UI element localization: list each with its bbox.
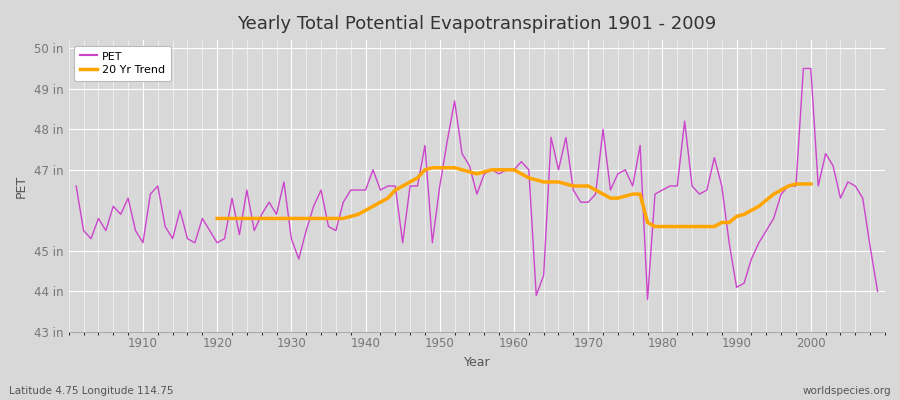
Text: worldspecies.org: worldspecies.org <box>803 386 891 396</box>
Legend: PET, 20 Yr Trend: PET, 20 Yr Trend <box>75 46 171 81</box>
Text: Latitude 4.75 Longitude 114.75: Latitude 4.75 Longitude 114.75 <box>9 386 174 396</box>
Y-axis label: PET: PET <box>15 174 28 198</box>
X-axis label: Year: Year <box>464 356 490 369</box>
Title: Yearly Total Potential Evapotranspiration 1901 - 2009: Yearly Total Potential Evapotranspiratio… <box>238 15 716 33</box>
